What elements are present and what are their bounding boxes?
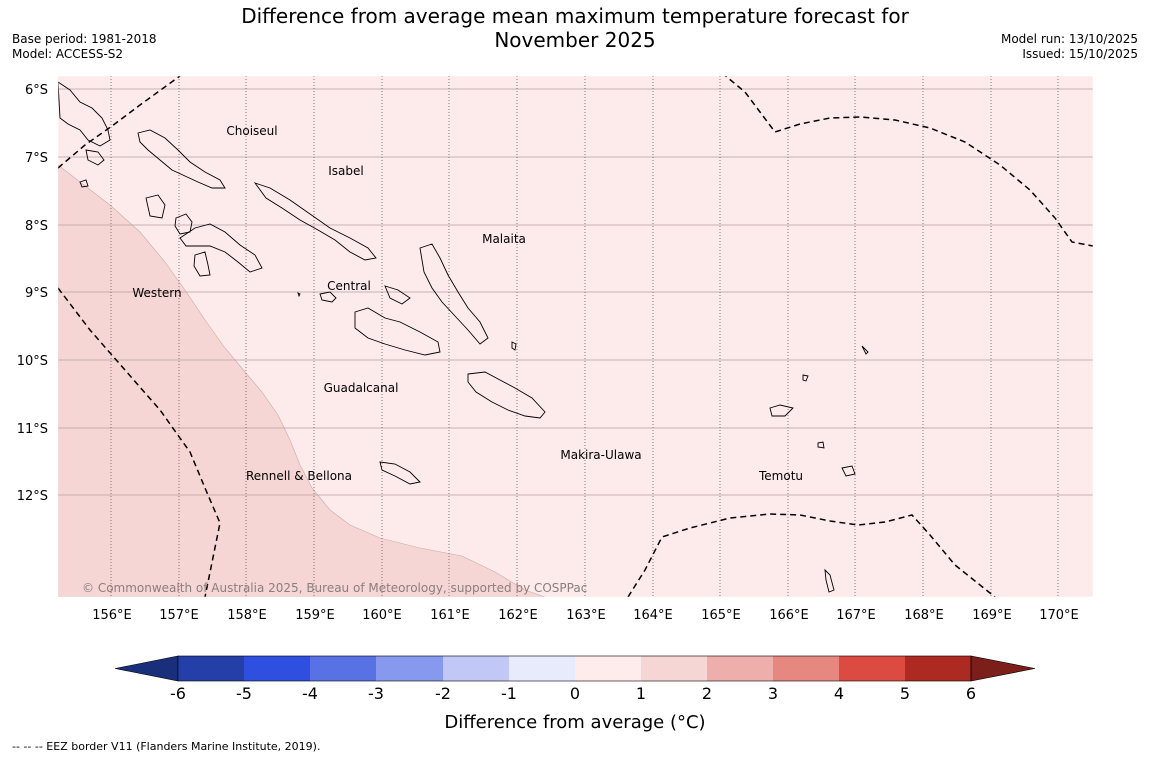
colorbar-bin-neg2-neg1: [443, 656, 509, 681]
lon-label-159e: 159°E: [295, 608, 335, 623]
province-label-temotu: Temotu: [758, 469, 803, 483]
lon-label-156e: 156°E: [92, 608, 132, 623]
latitude-labels: 6°S 7°S 8°S 9°S 10°S 11°S 12°S: [17, 83, 48, 504]
colorbar-bin-5-6: [905, 656, 971, 681]
colorbar-label: Difference from average (°C): [444, 712, 705, 733]
colorbar-tick-4: 4: [834, 684, 844, 703]
colorbar-bin-1-2: [641, 656, 707, 681]
lat-label-6s: 6°S: [25, 83, 48, 98]
colorbar-tick-neg3: -3: [368, 684, 384, 703]
issued-text: Issued: 15/10/2025: [1022, 47, 1138, 61]
province-label-western: Western: [132, 286, 181, 300]
copyright-text: © Commonwealth of Australia 2025, Bureau…: [82, 581, 587, 595]
province-label-makira-ulawa: Makira-Ulawa: [560, 448, 641, 462]
lon-label-166e: 166°E: [769, 608, 809, 623]
colorbar-tick-neg5: -5: [236, 684, 252, 703]
colorbar-bin-neg4-neg3: [310, 656, 376, 681]
model-run-text: Model run: 13/10/2025: [1000, 32, 1138, 46]
colorbar-bin-4-5: [839, 656, 905, 681]
lon-label-165e: 165°E: [701, 608, 741, 623]
colorbar-bin-neg1-0: [509, 656, 575, 681]
base-period-text: Base period: 1981-2018: [12, 32, 157, 46]
colorbar-under-triangle: [114, 655, 179, 682]
lat-label-10s: 10°S: [17, 354, 48, 369]
colorbar-bin-neg6-neg5: [178, 656, 244, 681]
lon-label-164e: 164°E: [633, 608, 673, 623]
coastlines: [58, 81, 869, 593]
colorbar-tick-neg4: -4: [302, 684, 318, 703]
lon-label-168e: 168°E: [904, 608, 944, 623]
title-line-2: November 2025: [494, 28, 656, 52]
colorbar-tick-neg2: -2: [435, 684, 451, 703]
colorbar-tick-neg1: -1: [501, 684, 517, 703]
lon-label-161e: 161°E: [430, 608, 470, 623]
map-title: Difference from average mean maximum tem…: [200, 4, 950, 52]
longitude-labels: 156°E 157°E 158°E 159°E 160°E 161°E 162°…: [92, 608, 1079, 623]
latitude-gridlines: [58, 88, 1093, 496]
lon-label-170e: 170°E: [1039, 608, 1079, 623]
title-line-1: Difference from average mean maximum tem…: [241, 4, 909, 28]
colorbar-tick-2: 2: [702, 684, 712, 703]
lat-label-11s: 11°S: [17, 422, 48, 437]
lon-label-163e: 163°E: [566, 608, 606, 623]
colorbar-tick-neg6: -6: [170, 684, 186, 703]
base-info: Base period: 1981-2018 Model: ACCESS-S2: [12, 32, 157, 62]
eez-footnote: -- -- -- EEZ border V11 (Flanders Marine…: [12, 740, 321, 753]
colorbar-tick-0: 0: [570, 684, 580, 703]
lat-label-12s: 12°S: [17, 489, 48, 504]
lat-label-9s: 9°S: [25, 286, 48, 301]
lon-label-162e: 162°E: [498, 608, 538, 623]
anomaly-region-1-2: [58, 164, 546, 597]
colorbar-tick-1: 1: [636, 684, 646, 703]
lon-label-169e: 169°E: [972, 608, 1012, 623]
lat-label-7s: 7°S: [25, 151, 48, 166]
colorbar-bin-0-1: [575, 656, 641, 681]
run-info: Model run: 13/10/2025 Issued: 15/10/2025: [1001, 32, 1138, 62]
colorbar-bin-neg5-neg4: [244, 656, 310, 681]
province-label-rennell-bellona: Rennell & Bellona: [246, 469, 352, 483]
province-label-isabel: Isabel: [328, 164, 363, 178]
province-label-guadalcanal: Guadalcanal: [324, 381, 399, 395]
province-label-central: Central: [327, 279, 371, 293]
colorbar: [114, 655, 1036, 682]
lon-label-158e: 158°E: [227, 608, 267, 623]
colorbar-frame: [177, 655, 972, 682]
lon-label-160e: 160°E: [362, 608, 402, 623]
map-frame: [57, 75, 1094, 598]
eez-borders: [58, 76, 1093, 597]
colorbar-bin-3-4: [773, 656, 839, 681]
colorbar-bin-2-3: [707, 656, 773, 681]
lon-label-157e: 157°E: [159, 608, 199, 623]
lon-label-167e: 167°E: [836, 608, 876, 623]
colorbar-tick-5: 5: [900, 684, 910, 703]
colorbar-tick-3: 3: [768, 684, 778, 703]
lat-label-8s: 8°S: [25, 219, 48, 234]
province-label-choiseul: Choiseul: [226, 124, 277, 138]
colorbar-tick-6: 6: [966, 684, 976, 703]
colorbar-over-triangle: [970, 655, 1036, 682]
province-label-malaita: Malaita: [482, 232, 526, 246]
colorbar-bin-neg3-neg2: [376, 656, 443, 681]
model-text: Model: ACCESS-S2: [12, 47, 124, 61]
province-labels: Choiseul Isabel Malaita Western Central …: [132, 124, 803, 483]
colorbar-ticks: -6 -5 -4 -3 -2 -1 0 1 2 3 4 5 6: [170, 684, 976, 703]
